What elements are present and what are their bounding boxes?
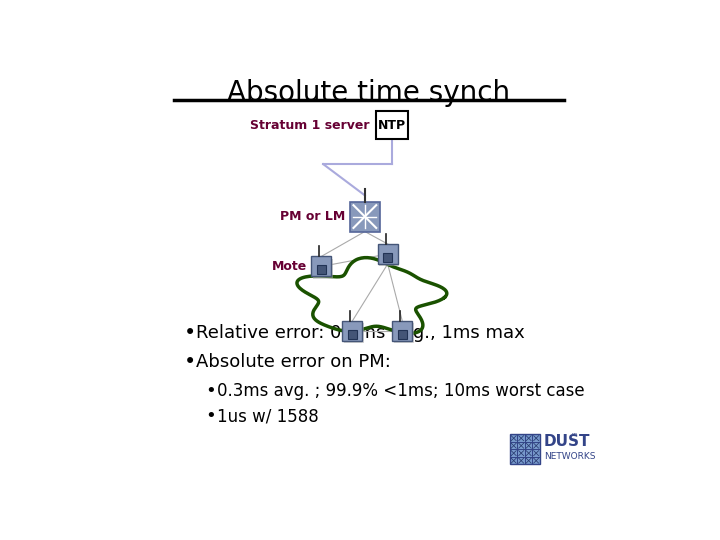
FancyBboxPatch shape <box>313 259 333 279</box>
FancyBboxPatch shape <box>379 246 400 266</box>
FancyBboxPatch shape <box>397 330 407 339</box>
Text: NTP: NTP <box>378 119 406 132</box>
FancyBboxPatch shape <box>394 323 414 343</box>
Text: •: • <box>184 352 197 372</box>
FancyBboxPatch shape <box>348 330 357 339</box>
Text: •: • <box>204 382 215 400</box>
FancyBboxPatch shape <box>344 323 364 343</box>
FancyBboxPatch shape <box>311 256 331 276</box>
Text: Relative error: 0.1ms avg., 1ms max: Relative error: 0.1ms avg., 1ms max <box>197 324 525 342</box>
Text: Absolute time synch: Absolute time synch <box>228 79 510 107</box>
Text: NETWORKS: NETWORKS <box>544 451 595 461</box>
Text: 0.3ms avg. ; 99.9% <1ms; 10ms worst case: 0.3ms avg. ; 99.9% <1ms; 10ms worst case <box>217 382 585 400</box>
Text: Stratum 1 server: Stratum 1 server <box>250 119 369 132</box>
FancyBboxPatch shape <box>376 111 408 139</box>
Text: DUST: DUST <box>544 435 590 449</box>
FancyBboxPatch shape <box>392 321 413 341</box>
Text: Mote: Mote <box>271 260 307 273</box>
Text: 1us w/ 1588: 1us w/ 1588 <box>217 407 319 425</box>
Text: •: • <box>204 407 215 425</box>
Text: •: • <box>184 323 197 343</box>
FancyBboxPatch shape <box>343 321 362 341</box>
FancyBboxPatch shape <box>350 201 380 232</box>
FancyBboxPatch shape <box>510 435 540 464</box>
Text: ™: ™ <box>571 433 578 438</box>
FancyBboxPatch shape <box>317 266 325 274</box>
FancyBboxPatch shape <box>378 244 397 264</box>
FancyBboxPatch shape <box>383 253 392 262</box>
Text: Absolute error on PM:: Absolute error on PM: <box>197 353 391 371</box>
Text: PM or LM: PM or LM <box>281 210 346 223</box>
